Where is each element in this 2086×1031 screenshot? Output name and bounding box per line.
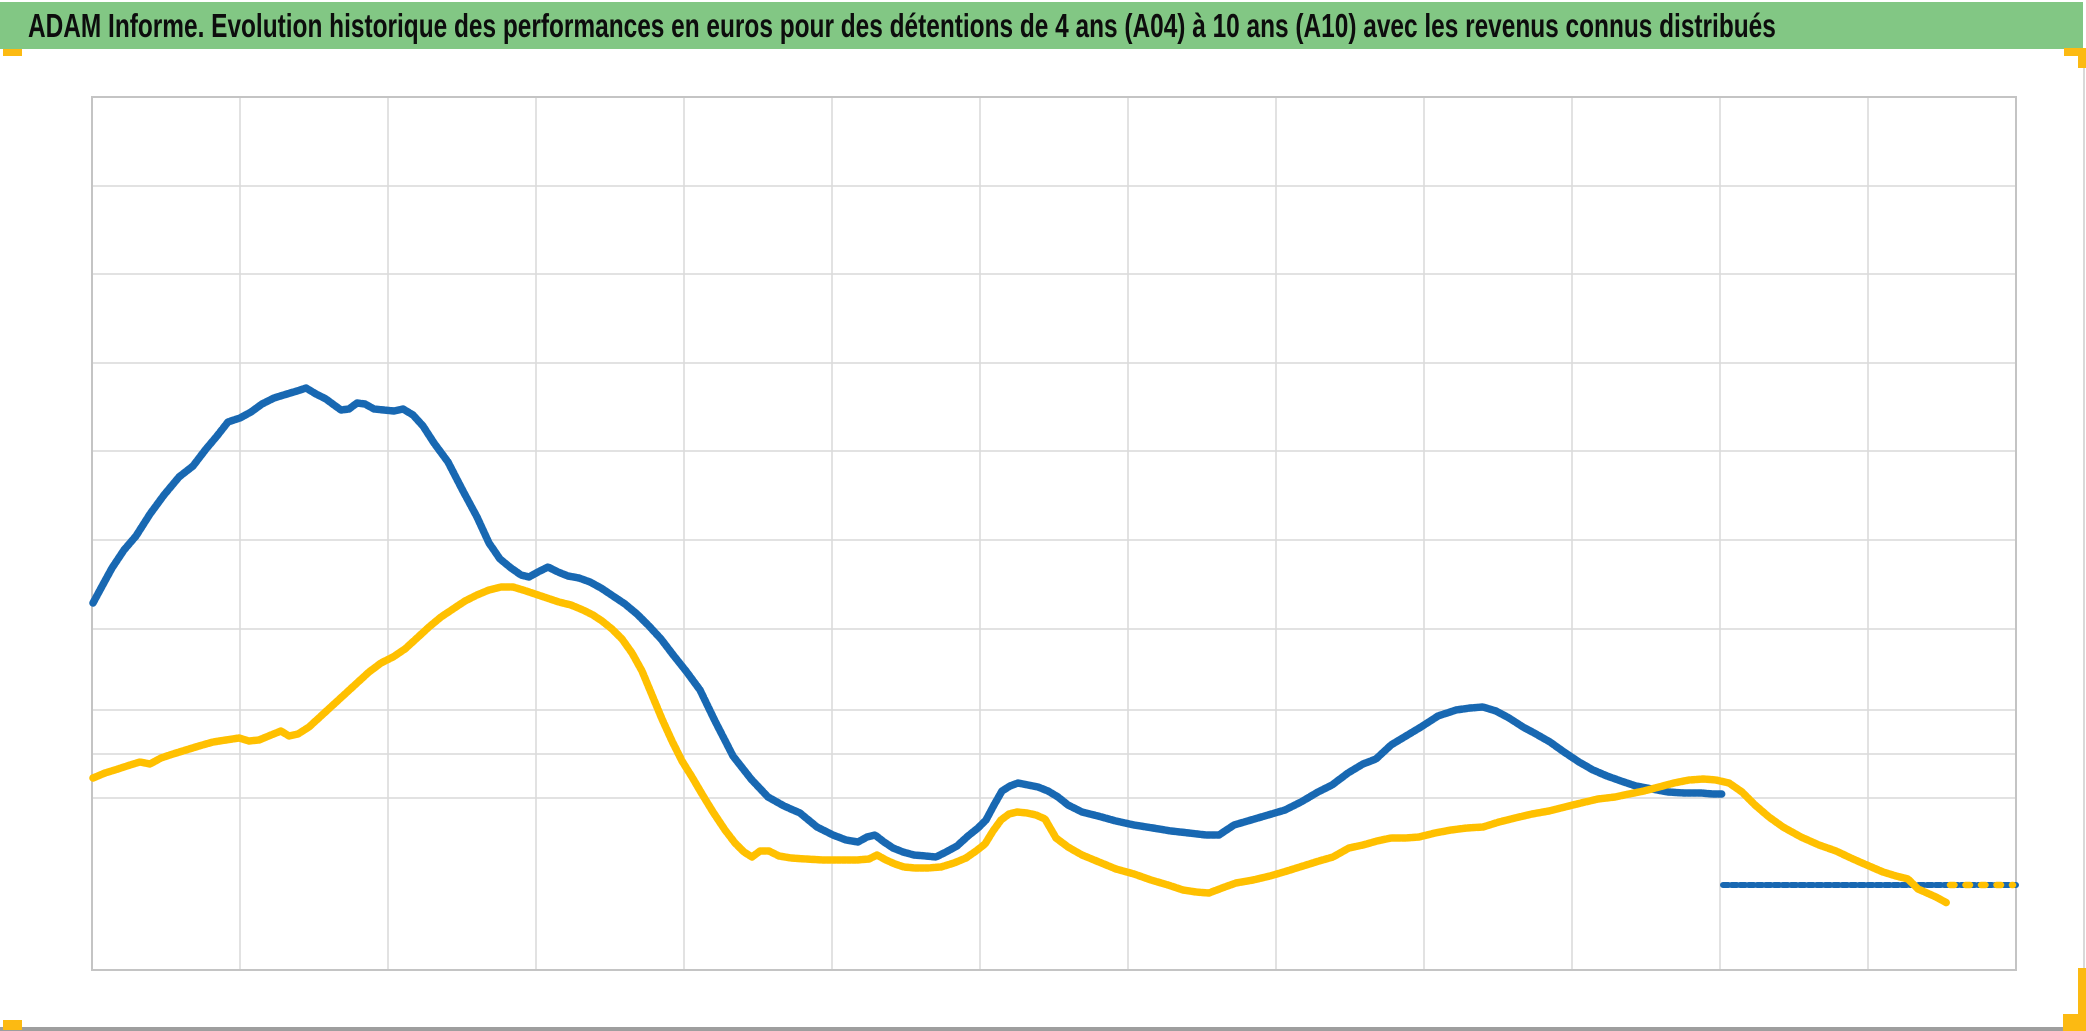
accent-mark-bottom-right-horizontal: [2063, 1014, 2086, 1031]
blue-series-line: [89, 384, 1727, 861]
accent-mark-top-left: [3, 49, 22, 56]
window-right-edge: [2083, 49, 2085, 1031]
accent-mark-bottom-right-vertical: [2078, 968, 2086, 1031]
accent-mark-top-right-horizontal: [2064, 48, 2086, 56]
accent-mark-top-right-vertical: [2078, 48, 2086, 68]
yellow-series-line: [89, 583, 1951, 907]
title-bar[interactable]: ADAM Informe. Evolution historique des p…: [0, 2, 2083, 49]
page-title: ADAM Informe. Evolution historique des p…: [28, 6, 1776, 44]
accent-mark-bottom-left: [3, 1020, 22, 1030]
window-bottom-edge: [0, 1027, 2086, 1031]
plot-border: [91, 96, 2017, 971]
